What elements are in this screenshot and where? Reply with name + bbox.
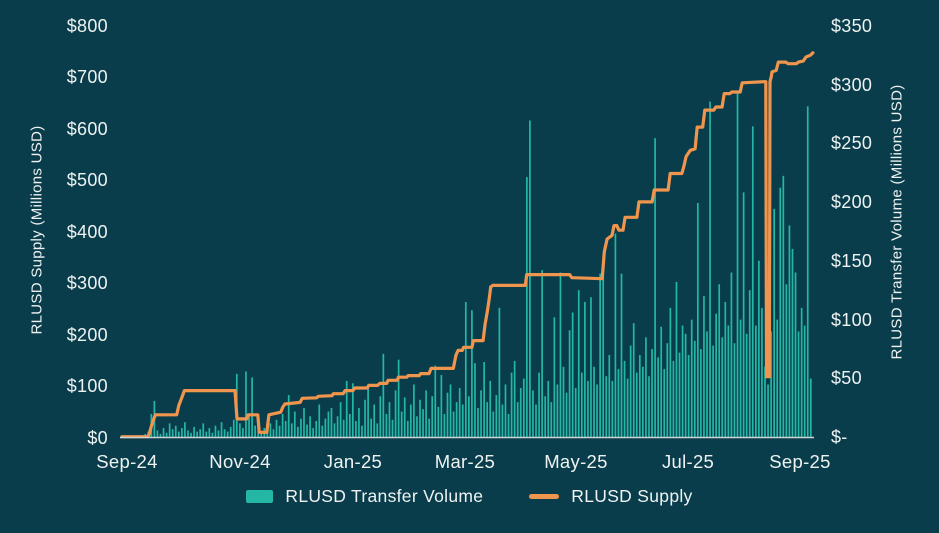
x-axis-tick: Jan-25 <box>323 451 383 472</box>
right-axis-tick: $350 <box>831 16 873 36</box>
legend-label-transfer-volume: RLUSD Transfer Volume <box>285 486 484 506</box>
supply-line-swatch-icon <box>529 494 560 499</box>
left-axis-tick: $800 <box>66 15 108 36</box>
legend-item-transfer-volume: RLUSD Transfer Volume <box>246 486 483 507</box>
transfer-volume-swatch-icon <box>246 490 274 503</box>
x-axis-tick: Sep-25 <box>769 451 831 472</box>
left-axis-tick: $300 <box>66 273 108 293</box>
left-axis-tick: $100 <box>66 376 108 396</box>
right-axis-tick: $- <box>831 426 848 447</box>
right-axis-tick: $100 <box>831 309 873 330</box>
left-axis-tick: $200 <box>66 324 108 345</box>
x-axis-tick: Nov-24 <box>209 451 271 472</box>
x-axis-tick: Jul-25 <box>661 451 715 472</box>
left-axis-tick: $400 <box>66 221 108 242</box>
right-axis-tick: $150 <box>831 250 873 271</box>
left-axis-tick: $600 <box>66 118 108 139</box>
left-axis-tick: $500 <box>66 170 108 190</box>
x-axis-tick: Mar-25 <box>434 451 496 472</box>
left-axis-tick: $700 <box>66 67 108 87</box>
supply-line <box>120 51 815 439</box>
right-axis-tick: $250 <box>831 133 873 154</box>
left-axis-tick: $0 <box>87 427 108 448</box>
x-axis-tick: Sep-24 <box>96 451 158 472</box>
x-axis-tick: May-25 <box>544 451 608 472</box>
right-axis-tick: $300 <box>831 74 873 95</box>
transfer-volume-bars <box>123 92 812 438</box>
legend: RLUSD Transfer Volume RLUSD Supply <box>0 486 939 507</box>
legend-item-supply: RLUSD Supply <box>529 486 692 507</box>
right-axis-tick: $200 <box>831 192 873 213</box>
right-axis-tick: $50 <box>831 368 862 389</box>
legend-label-supply: RLUSD Supply <box>571 486 693 506</box>
